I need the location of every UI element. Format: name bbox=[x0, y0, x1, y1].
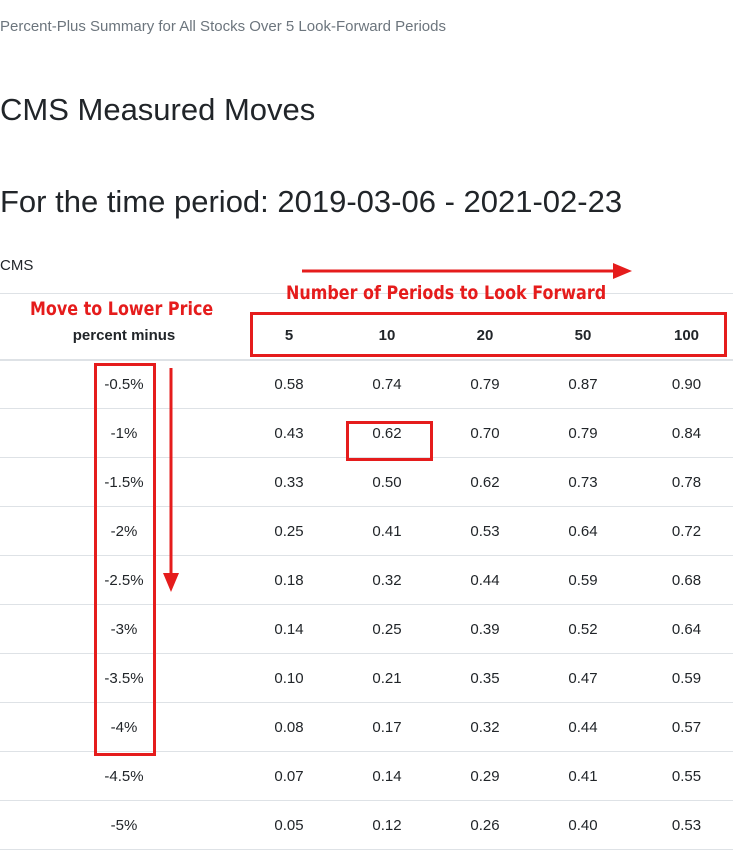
table-cell: 0.79 bbox=[568, 424, 598, 442]
table-cell: 0.25 bbox=[372, 620, 402, 638]
table-cell: 0.53 bbox=[470, 522, 500, 540]
table-cell: 0.32 bbox=[470, 718, 500, 736]
table-cell: 0.50 bbox=[372, 473, 402, 491]
ticker-label: CMS bbox=[0, 257, 34, 274]
table-cell: 0.55 bbox=[671, 767, 702, 785]
table-cell: 0.58 bbox=[274, 375, 304, 393]
table-cell: 0.14 bbox=[274, 620, 304, 638]
table-cell: 0.17 bbox=[372, 718, 402, 736]
table-cell: 0.74 bbox=[372, 375, 402, 393]
rows-highlight-box bbox=[94, 363, 156, 756]
table-cell: 0.84 bbox=[671, 424, 702, 442]
table-cell: 0.87 bbox=[568, 375, 598, 393]
table-row: -4.5% 0.07 0.14 0.29 0.41 0.55 bbox=[0, 752, 733, 801]
table-cell: 0.62 bbox=[372, 424, 402, 442]
row-label: -2.5% bbox=[104, 571, 144, 589]
table-cell: 0.70 bbox=[470, 424, 500, 442]
column-header: 100 bbox=[673, 326, 700, 344]
table-cell: 0.79 bbox=[470, 375, 500, 393]
table-cell: 0.18 bbox=[274, 571, 304, 589]
columns-annotation: Number of Periods to Look Forward bbox=[286, 282, 607, 304]
column-header: 50 bbox=[574, 326, 592, 344]
table-cell: 0.52 bbox=[568, 620, 598, 638]
table-cell: 0.47 bbox=[568, 669, 598, 687]
table-cell: 0.25 bbox=[274, 522, 304, 540]
table-cell: 0.59 bbox=[671, 669, 702, 687]
table-row: -4% 0.08 0.17 0.32 0.44 0.57 bbox=[0, 703, 733, 752]
table-row: -1.5% 0.33 0.50 0.62 0.73 0.78 bbox=[0, 458, 733, 507]
annotation-arrows bbox=[163, 263, 632, 592]
columns-highlight-box bbox=[250, 312, 727, 357]
table-cell: 0.64 bbox=[568, 522, 598, 540]
table-cell: 0.41 bbox=[568, 767, 598, 785]
table-cell: 0.57 bbox=[671, 718, 702, 736]
measured-moves-table: percent minus 5 10 20 50 100 -0.5% 0.58 … bbox=[0, 293, 733, 850]
table-cell: 0.73 bbox=[568, 473, 598, 491]
table-row: -2.5% 0.18 0.32 0.44 0.59 0.68 bbox=[0, 556, 733, 605]
table-row: -3.5% 0.10 0.21 0.35 0.47 0.59 bbox=[0, 654, 733, 703]
table-cell: 0.62 bbox=[470, 473, 500, 491]
row-label: -2% bbox=[110, 522, 138, 540]
down-arrow-icon bbox=[163, 368, 179, 592]
rows-annotation: Move to Lower Price bbox=[30, 298, 214, 320]
column-header: 20 bbox=[476, 326, 494, 344]
table-cell: 0.59 bbox=[568, 571, 598, 589]
table-row: -1% 0.43 0.62 0.70 0.79 0.84 bbox=[0, 409, 733, 458]
table-cell: 0.72 bbox=[671, 522, 702, 540]
table-cell: 0.68 bbox=[671, 571, 702, 589]
table-cell: 0.08 bbox=[274, 718, 304, 736]
table-cell: 0.78 bbox=[671, 473, 702, 491]
row-label: -1.5% bbox=[104, 473, 144, 491]
table-cell: 0.44 bbox=[470, 571, 500, 589]
breadcrumb: Percent-Plus Summary for All Stocks Over… bbox=[0, 18, 446, 35]
row-label: -3.5% bbox=[104, 669, 144, 687]
table-row: -0.5% 0.58 0.74 0.79 0.87 0.90 bbox=[0, 360, 733, 409]
table-cell: 0.21 bbox=[372, 669, 402, 687]
table-cell: 0.43 bbox=[274, 424, 304, 442]
row-label: -4.5% bbox=[104, 767, 144, 785]
table-cell: 0.07 bbox=[274, 767, 304, 785]
table-cell: 0.33 bbox=[274, 473, 304, 491]
table-row: -2% 0.25 0.41 0.53 0.64 0.72 bbox=[0, 507, 733, 556]
table-cell: 0.10 bbox=[274, 669, 304, 687]
table-cell: 0.44 bbox=[568, 718, 598, 736]
cell-highlight-box bbox=[346, 421, 433, 461]
period-heading: For the time period: 2019-03-06 - 2021-0… bbox=[0, 184, 623, 219]
column-header: 10 bbox=[378, 326, 396, 344]
table-cell: 0.90 bbox=[671, 375, 702, 393]
table-cell: 0.32 bbox=[372, 571, 402, 589]
row-label: -1% bbox=[110, 424, 138, 442]
table-cell: 0.41 bbox=[372, 522, 402, 540]
table-cell: 0.14 bbox=[372, 767, 402, 785]
column-header: 5 bbox=[284, 326, 294, 344]
row-label: -4% bbox=[110, 718, 138, 736]
table-cell: 0.64 bbox=[671, 620, 702, 638]
table-cell: 0.35 bbox=[470, 669, 500, 687]
table-row: -3% 0.14 0.25 0.39 0.52 0.64 bbox=[0, 605, 733, 654]
row-label: -3% bbox=[110, 620, 138, 638]
row-label: -0.5% bbox=[104, 375, 144, 393]
table-cell: 0.39 bbox=[470, 620, 500, 638]
right-arrow-icon bbox=[302, 263, 632, 279]
table-header-row: percent minus 5 10 20 50 100 bbox=[0, 293, 733, 360]
measured-moves-table-wrapper: percent minus 5 10 20 50 100 -0.5% 0.58 … bbox=[0, 293, 733, 850]
page-title: CMS Measured Moves bbox=[0, 92, 316, 127]
table-cell: 0.29 bbox=[470, 767, 500, 785]
corner-header: percent minus bbox=[72, 326, 176, 344]
